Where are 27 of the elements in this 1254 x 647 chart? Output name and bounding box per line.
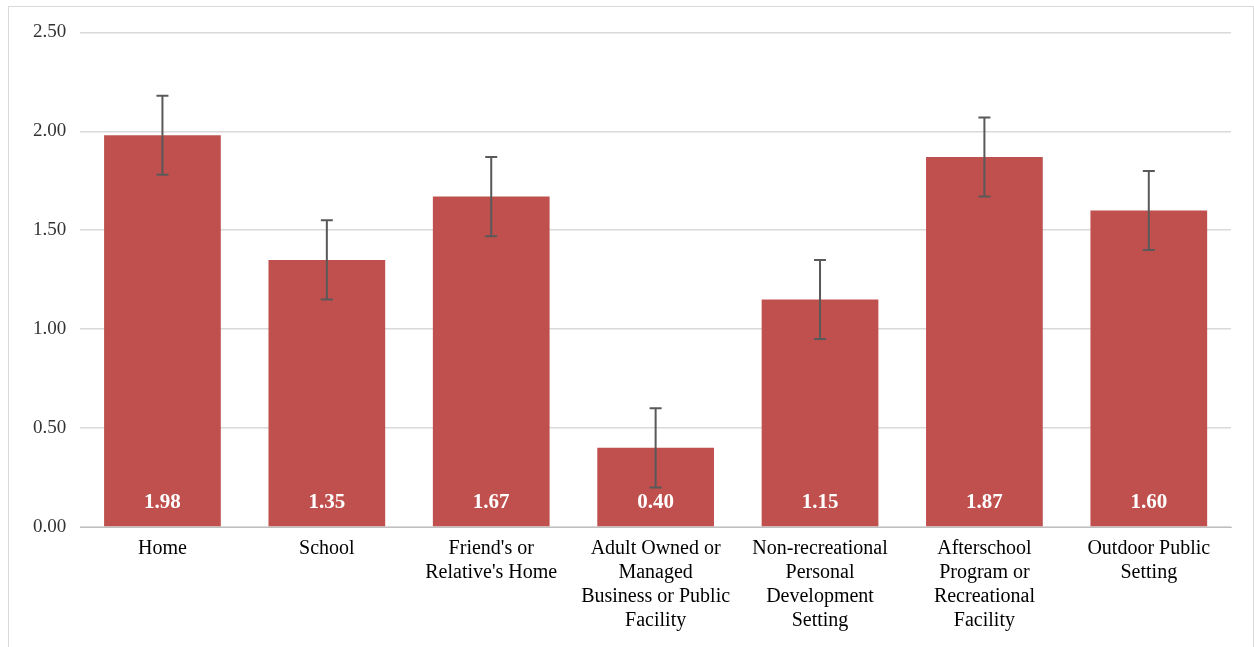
y-tick-label: 2.50 [33, 20, 67, 42]
data-label: 1.67 [472, 489, 510, 514]
y-tick-label: 1.00 [33, 317, 67, 339]
bar [432, 196, 550, 527]
x-tick-label: Non-recreational Personal Development Setting [752, 536, 889, 632]
bar [104, 135, 221, 527]
data-label: 1.15 [801, 489, 839, 514]
bar [1090, 210, 1208, 527]
y-tick-label: 0.00 [33, 514, 67, 536]
data-label: 1.60 [1130, 489, 1168, 514]
x-tick-label: Outdoor Public Setting [1087, 536, 1211, 584]
data-label: 1.87 [966, 489, 1003, 514]
y-tick-label: 0.50 [33, 416, 67, 438]
data-label: 1.35 [308, 489, 346, 514]
data-label: 1.98 [144, 489, 181, 514]
bar [268, 259, 386, 527]
bar [761, 299, 879, 527]
bar [926, 157, 1043, 527]
y-tick-label: 1.50 [33, 218, 67, 240]
data-label: 0.40 [637, 489, 674, 514]
y-tick-label: 2.00 [33, 119, 67, 141]
x-tick-label: Home [138, 536, 187, 559]
x-tick-label: Adult Owned or Managed Business or Public Facility [581, 536, 731, 632]
x-tick-label: School [299, 536, 356, 559]
x-tick-label: Friend's or Relative's Home [425, 536, 558, 583]
bar [597, 447, 714, 527]
x-tick-label: Afterschool Program or Recreational Facility [933, 536, 1036, 632]
